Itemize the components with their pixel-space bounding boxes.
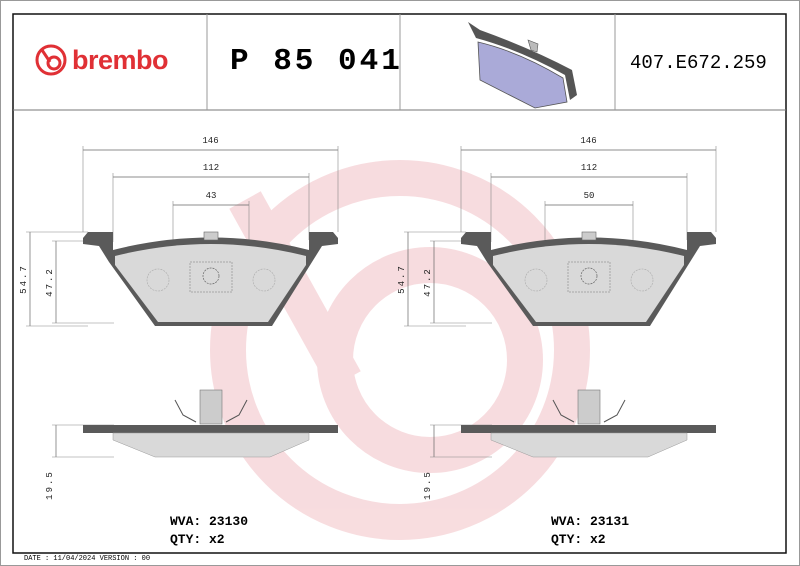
dim-height-pad-label: 47.2	[423, 267, 433, 297]
hole-right	[630, 268, 654, 292]
dim-height-pad-label: 47.2	[45, 267, 55, 297]
hole-right	[252, 268, 276, 292]
side-clip	[577, 389, 601, 425]
right-qty: QTY: x2	[551, 532, 606, 547]
side-friction	[112, 432, 310, 458]
dim-spacing-label: 50	[584, 191, 595, 201]
side-clip	[199, 389, 223, 425]
left-qty: QTY: x2	[170, 532, 225, 547]
clip-center	[202, 267, 220, 285]
reference-number: 407.E672.259	[630, 52, 767, 74]
pad-3d-thumbnail	[468, 22, 577, 109]
side-friction	[490, 432, 688, 458]
friction-material	[493, 244, 684, 322]
right-wva: WVA: 23131	[551, 514, 630, 529]
brand-logo-text: brembo	[72, 45, 169, 75]
dim-width-total-label: 146	[580, 136, 596, 146]
brembo-watermark	[210, 160, 590, 540]
hole-left	[146, 268, 170, 292]
spring-clip	[174, 399, 248, 423]
spring-clip	[552, 399, 626, 423]
left-pad-drawing: 146 112 43 54.7 47.2 19.5	[19, 136, 339, 500]
friction-material	[115, 244, 306, 322]
hole-left	[524, 268, 548, 292]
part-number: P 85 041	[230, 44, 403, 79]
side-plate	[83, 425, 338, 433]
clip-center	[580, 267, 598, 285]
dim-width-total-label: 146	[202, 136, 218, 146]
dim-height-total-label: 54.7	[19, 264, 29, 294]
left-wva: WVA: 23130	[170, 514, 249, 529]
clip-top	[581, 231, 597, 241]
date-version: DATE : 11/04/2024 VERSION : 00	[24, 555, 151, 563]
dim-width-inner-label: 112	[203, 163, 219, 173]
clip-outline	[189, 261, 233, 293]
dim-thickness-label: 19.5	[45, 470, 55, 500]
clip-outline	[567, 261, 611, 293]
brembo-logo-icon	[35, 44, 67, 76]
dim-height-total-label: 54.7	[397, 264, 407, 294]
dim-spacing-label: 43	[206, 191, 217, 201]
side-plate	[461, 425, 716, 433]
dim-thickness-label: 19.5	[423, 470, 433, 500]
clip-top	[203, 231, 219, 241]
dim-width-inner-label: 112	[581, 163, 597, 173]
right-pad-drawing: 146 112 50 54.7 47.2 19.5	[397, 136, 717, 500]
